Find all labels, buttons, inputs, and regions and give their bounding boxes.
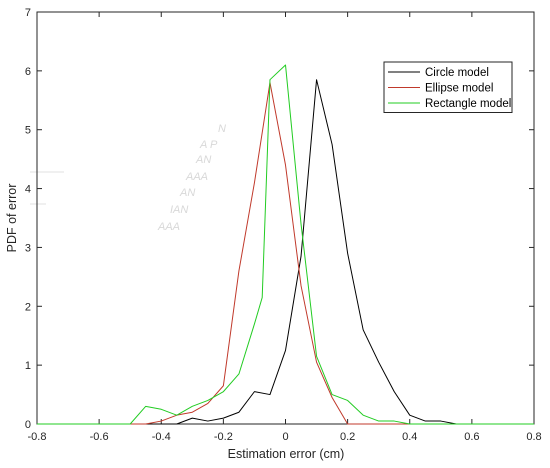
axis-ticks: -0.8 -0.6 -0.4 -0.2 0 0.2 0.4 0.6 0.8 0 1 2 3 4 5 6 7: [25, 7, 542, 443]
stray-artifact-text: AN: [179, 187, 195, 199]
x-tick-label: 0.6: [464, 431, 479, 443]
x-tick-label: -0.6: [90, 431, 109, 443]
x-tick-label: -0.2: [214, 431, 233, 443]
legend-label: Circle model: [425, 67, 489, 79]
x-tick-label: 0: [282, 431, 288, 443]
x-tick-label: 0.8: [526, 431, 541, 443]
y-tick-label: 3: [25, 242, 31, 254]
y-tick-label: 7: [25, 7, 31, 19]
x-axis-label: Estimation error (cm): [228, 447, 345, 461]
stray-artifact-text: N: [218, 123, 226, 135]
stray-artifact-text: AAA: [185, 171, 208, 183]
legend-label: Rectangle model: [425, 98, 511, 110]
circle-model-line: [37, 79, 534, 425]
legend-label: Ellipse model: [425, 83, 493, 95]
y-tick-label: 6: [25, 66, 31, 78]
y-tick-label: 0: [25, 419, 31, 431]
y-tick-label: 5: [25, 125, 31, 137]
x-tick-label: 0.2: [340, 431, 355, 443]
x-tick-label: -0.8: [28, 431, 47, 443]
y-tick-label: 2: [25, 301, 31, 313]
y-axis-label: PDF of error: [5, 184, 19, 253]
y-tick-label: 4: [25, 184, 31, 196]
legend: Circle model Ellipse model Rectangle model: [383, 61, 513, 113]
y-tick-label: 1: [25, 360, 31, 372]
x-tick-label: 0.4: [402, 431, 417, 443]
ellipse-model-line: [37, 82, 534, 425]
stray-artifact-text: AN: [195, 154, 211, 166]
series-lines: [37, 64, 534, 425]
stray-artifacts: NA P AN AAA AN IAN AAA: [30, 123, 226, 233]
stray-artifact-text: A P: [199, 139, 218, 151]
x-tick-label: -0.4: [152, 431, 171, 443]
stray-artifact-text: AAA: [157, 221, 180, 233]
stray-artifact-text: IAN: [170, 204, 188, 216]
rectangle-model-line: [37, 64, 534, 425]
